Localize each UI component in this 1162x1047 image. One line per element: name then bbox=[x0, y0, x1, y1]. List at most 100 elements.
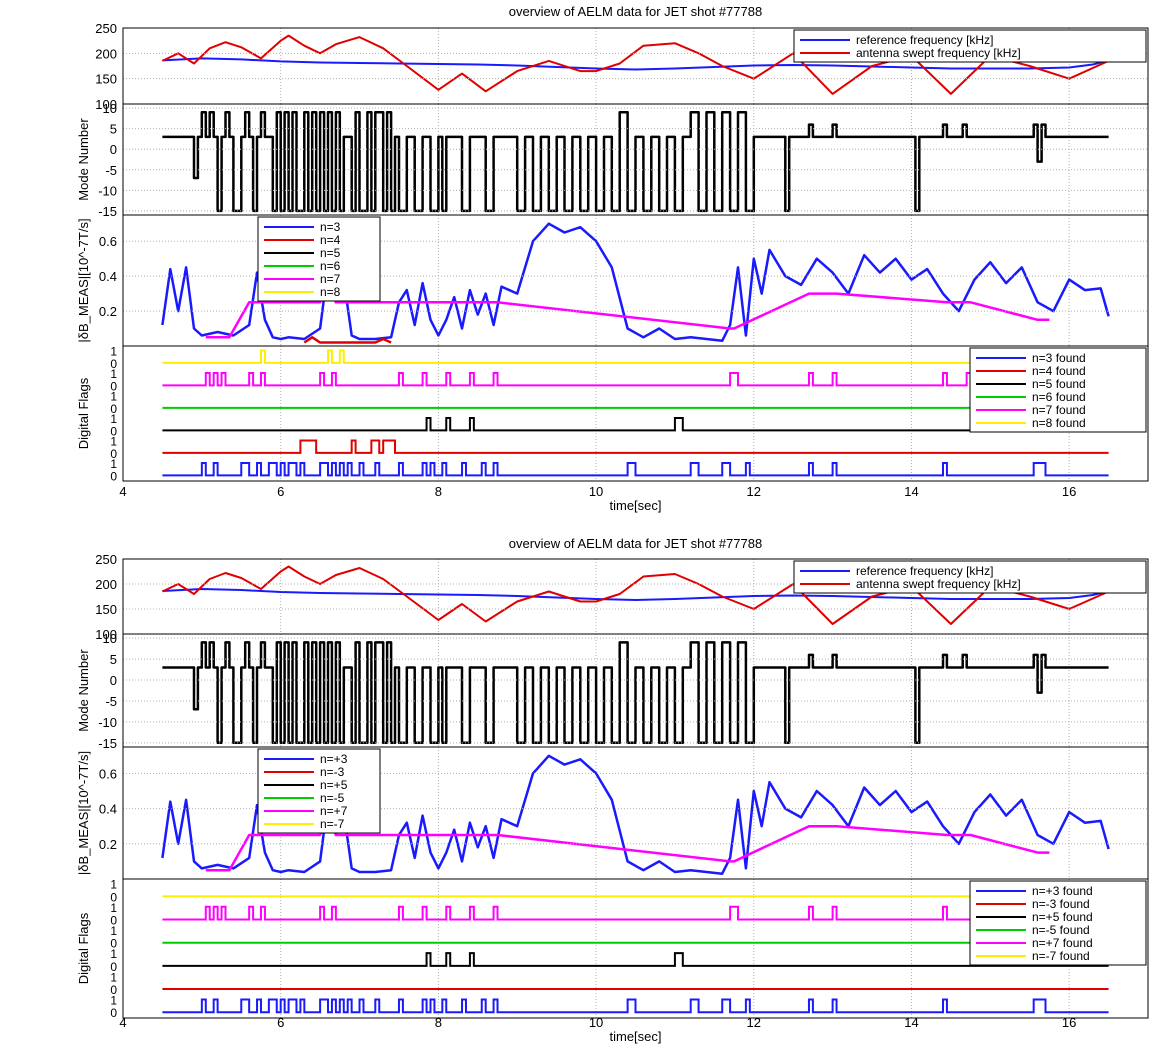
legend-label: n=6 found bbox=[1032, 390, 1086, 404]
figure-title: overview of AELM data for JET shot #7778… bbox=[509, 4, 762, 19]
flag-tick-label: 0 bbox=[110, 914, 117, 928]
flag-tick-label: 0 bbox=[110, 890, 117, 904]
flag-line bbox=[162, 998, 1109, 1014]
legend-label: n=8 bbox=[320, 285, 341, 299]
flag-tick-label: 0 bbox=[110, 402, 117, 416]
legend-label: n=7 bbox=[320, 272, 341, 286]
legend-label: n=8 found bbox=[1032, 416, 1086, 430]
y-tick-label: 250 bbox=[95, 21, 117, 36]
flag-tick-label: 0 bbox=[110, 424, 117, 438]
flag-tick-label: 1 bbox=[110, 457, 117, 471]
y-tick-label: 200 bbox=[95, 577, 117, 592]
panel-3: 0.2 0.4 0.6 |δB_MEAS|[10^-7T/s] n=3n=4n=5n=6… bbox=[76, 214, 1149, 347]
legend: reference frequency [kHz]antenna swept f… bbox=[793, 29, 1147, 63]
legend-label: n=3 found bbox=[1032, 351, 1086, 365]
flag-tick-label: 0 bbox=[110, 469, 117, 483]
legend: n=3n=4n=5n=6n=7n=8 bbox=[257, 216, 381, 302]
y-tick-label: 250 bbox=[95, 552, 117, 567]
axes-frame bbox=[122, 878, 1149, 1019]
legend-label: n=+7 found bbox=[1032, 936, 1093, 950]
x-tick-label: 8 bbox=[435, 1015, 442, 1030]
legend-label: n=+7 bbox=[320, 804, 348, 818]
y-tick-label: 10 bbox=[103, 631, 117, 646]
legend-label: n=7 found bbox=[1032, 403, 1086, 417]
y-tick-label: 150 bbox=[95, 72, 117, 87]
legend-label: antenna swept frequency [kHz] bbox=[856, 577, 1021, 591]
legend-label: n=5 bbox=[320, 246, 341, 260]
flag-tick-label: 1 bbox=[110, 412, 117, 426]
x-tick-label: 10 bbox=[589, 1015, 603, 1030]
y-axis-label: Digital Flags bbox=[76, 912, 91, 984]
x-tick-label: 16 bbox=[1062, 1015, 1076, 1030]
flag-tick-label: 0 bbox=[110, 357, 117, 371]
y-tick-label: 0 bbox=[110, 673, 117, 688]
flag-line bbox=[162, 905, 1109, 921]
legend-label: n=+3 bbox=[320, 752, 348, 766]
y-tick-label: 0.2 bbox=[99, 304, 117, 319]
legend-box bbox=[969, 880, 1147, 966]
legend-label: n=4 bbox=[320, 233, 341, 247]
flag-line bbox=[162, 462, 1109, 477]
series-line bbox=[303, 336, 392, 344]
legend-label: n=-5 found bbox=[1032, 923, 1090, 937]
plot-area bbox=[162, 110, 1109, 213]
legend-label: n=-5 bbox=[320, 791, 345, 805]
y-tick-label: -15 bbox=[98, 736, 117, 751]
y-tick-label: -5 bbox=[105, 694, 117, 709]
legend-box bbox=[793, 29, 1147, 63]
y-tick-label: -10 bbox=[98, 715, 117, 730]
y-tick-label: 5 bbox=[110, 122, 117, 137]
y-tick-label: 0.4 bbox=[99, 802, 117, 817]
legend-label: n=5 found bbox=[1032, 377, 1086, 391]
y-axis-label: Digital Flags bbox=[76, 377, 91, 449]
series-line bbox=[161, 34, 1110, 95]
legend-box bbox=[793, 560, 1147, 594]
flag-tick-label: 1 bbox=[110, 435, 117, 449]
x-axis-label: time[sec] bbox=[609, 1029, 661, 1044]
legend-box bbox=[969, 347, 1147, 433]
legend-label: n=3 bbox=[320, 220, 341, 234]
figure-1: overview of AELM data for JET shot #7778… bbox=[76, 4, 1149, 513]
legend-label: n=-3 bbox=[320, 765, 345, 779]
panel-1: 100 150 200 250 reference frequency [kHz]ant… bbox=[95, 552, 1149, 642]
legend-label: n=6 bbox=[320, 259, 341, 273]
legend: n=+3n=-3n=+5n=-5n=+7n=-7 bbox=[257, 748, 381, 834]
y-tick-label: 200 bbox=[95, 46, 117, 61]
flag-tick-label: 1 bbox=[110, 924, 117, 938]
y-tick-label: 0.2 bbox=[99, 837, 117, 852]
flag-line bbox=[162, 417, 1109, 432]
panel-2: -15 -10 -5 0 5 10 Mode Number bbox=[76, 631, 1149, 751]
x-tick-label: 12 bbox=[747, 484, 761, 499]
flag-tick-label: 0 bbox=[110, 1006, 117, 1020]
plot-area bbox=[161, 754, 1110, 875]
flag-tick-label: 1 bbox=[110, 878, 117, 892]
flag-line bbox=[162, 439, 1109, 454]
legend-box bbox=[257, 216, 381, 302]
legend-label: n=-3 found bbox=[1032, 897, 1090, 911]
x-tick-label: 6 bbox=[277, 1015, 284, 1030]
flag-tick-label: 0 bbox=[110, 983, 117, 997]
x-tick-label: 14 bbox=[904, 484, 918, 499]
y-tick-label: 5 bbox=[110, 652, 117, 667]
x-tick-label: 16 bbox=[1062, 484, 1076, 499]
flag-tick-label: 1 bbox=[110, 970, 117, 984]
x-tick-label: 4 bbox=[119, 1015, 126, 1030]
legend-box bbox=[257, 748, 381, 834]
legend-label: n=4 found bbox=[1032, 364, 1086, 378]
x-tick-label: 4 bbox=[119, 484, 126, 499]
series-line bbox=[161, 754, 1110, 875]
x-tick-label: 6 bbox=[277, 484, 284, 499]
flag-tick-label: 0 bbox=[110, 379, 117, 393]
y-axis-label: |δB_MEAS|[10^-7T/s] bbox=[76, 751, 91, 875]
flag-line bbox=[162, 952, 1109, 967]
y-tick-label: 0.6 bbox=[99, 766, 117, 781]
series-line bbox=[162, 57, 1109, 71]
legend-label: n=+3 found bbox=[1032, 884, 1093, 898]
panel-3: 0.2 0.4 0.6 |δB_MEAS|[10^-7T/s] n=+3n=-3n=+5… bbox=[76, 746, 1149, 880]
series-line bbox=[162, 641, 1109, 745]
flag-tick-label: 1 bbox=[110, 993, 117, 1007]
